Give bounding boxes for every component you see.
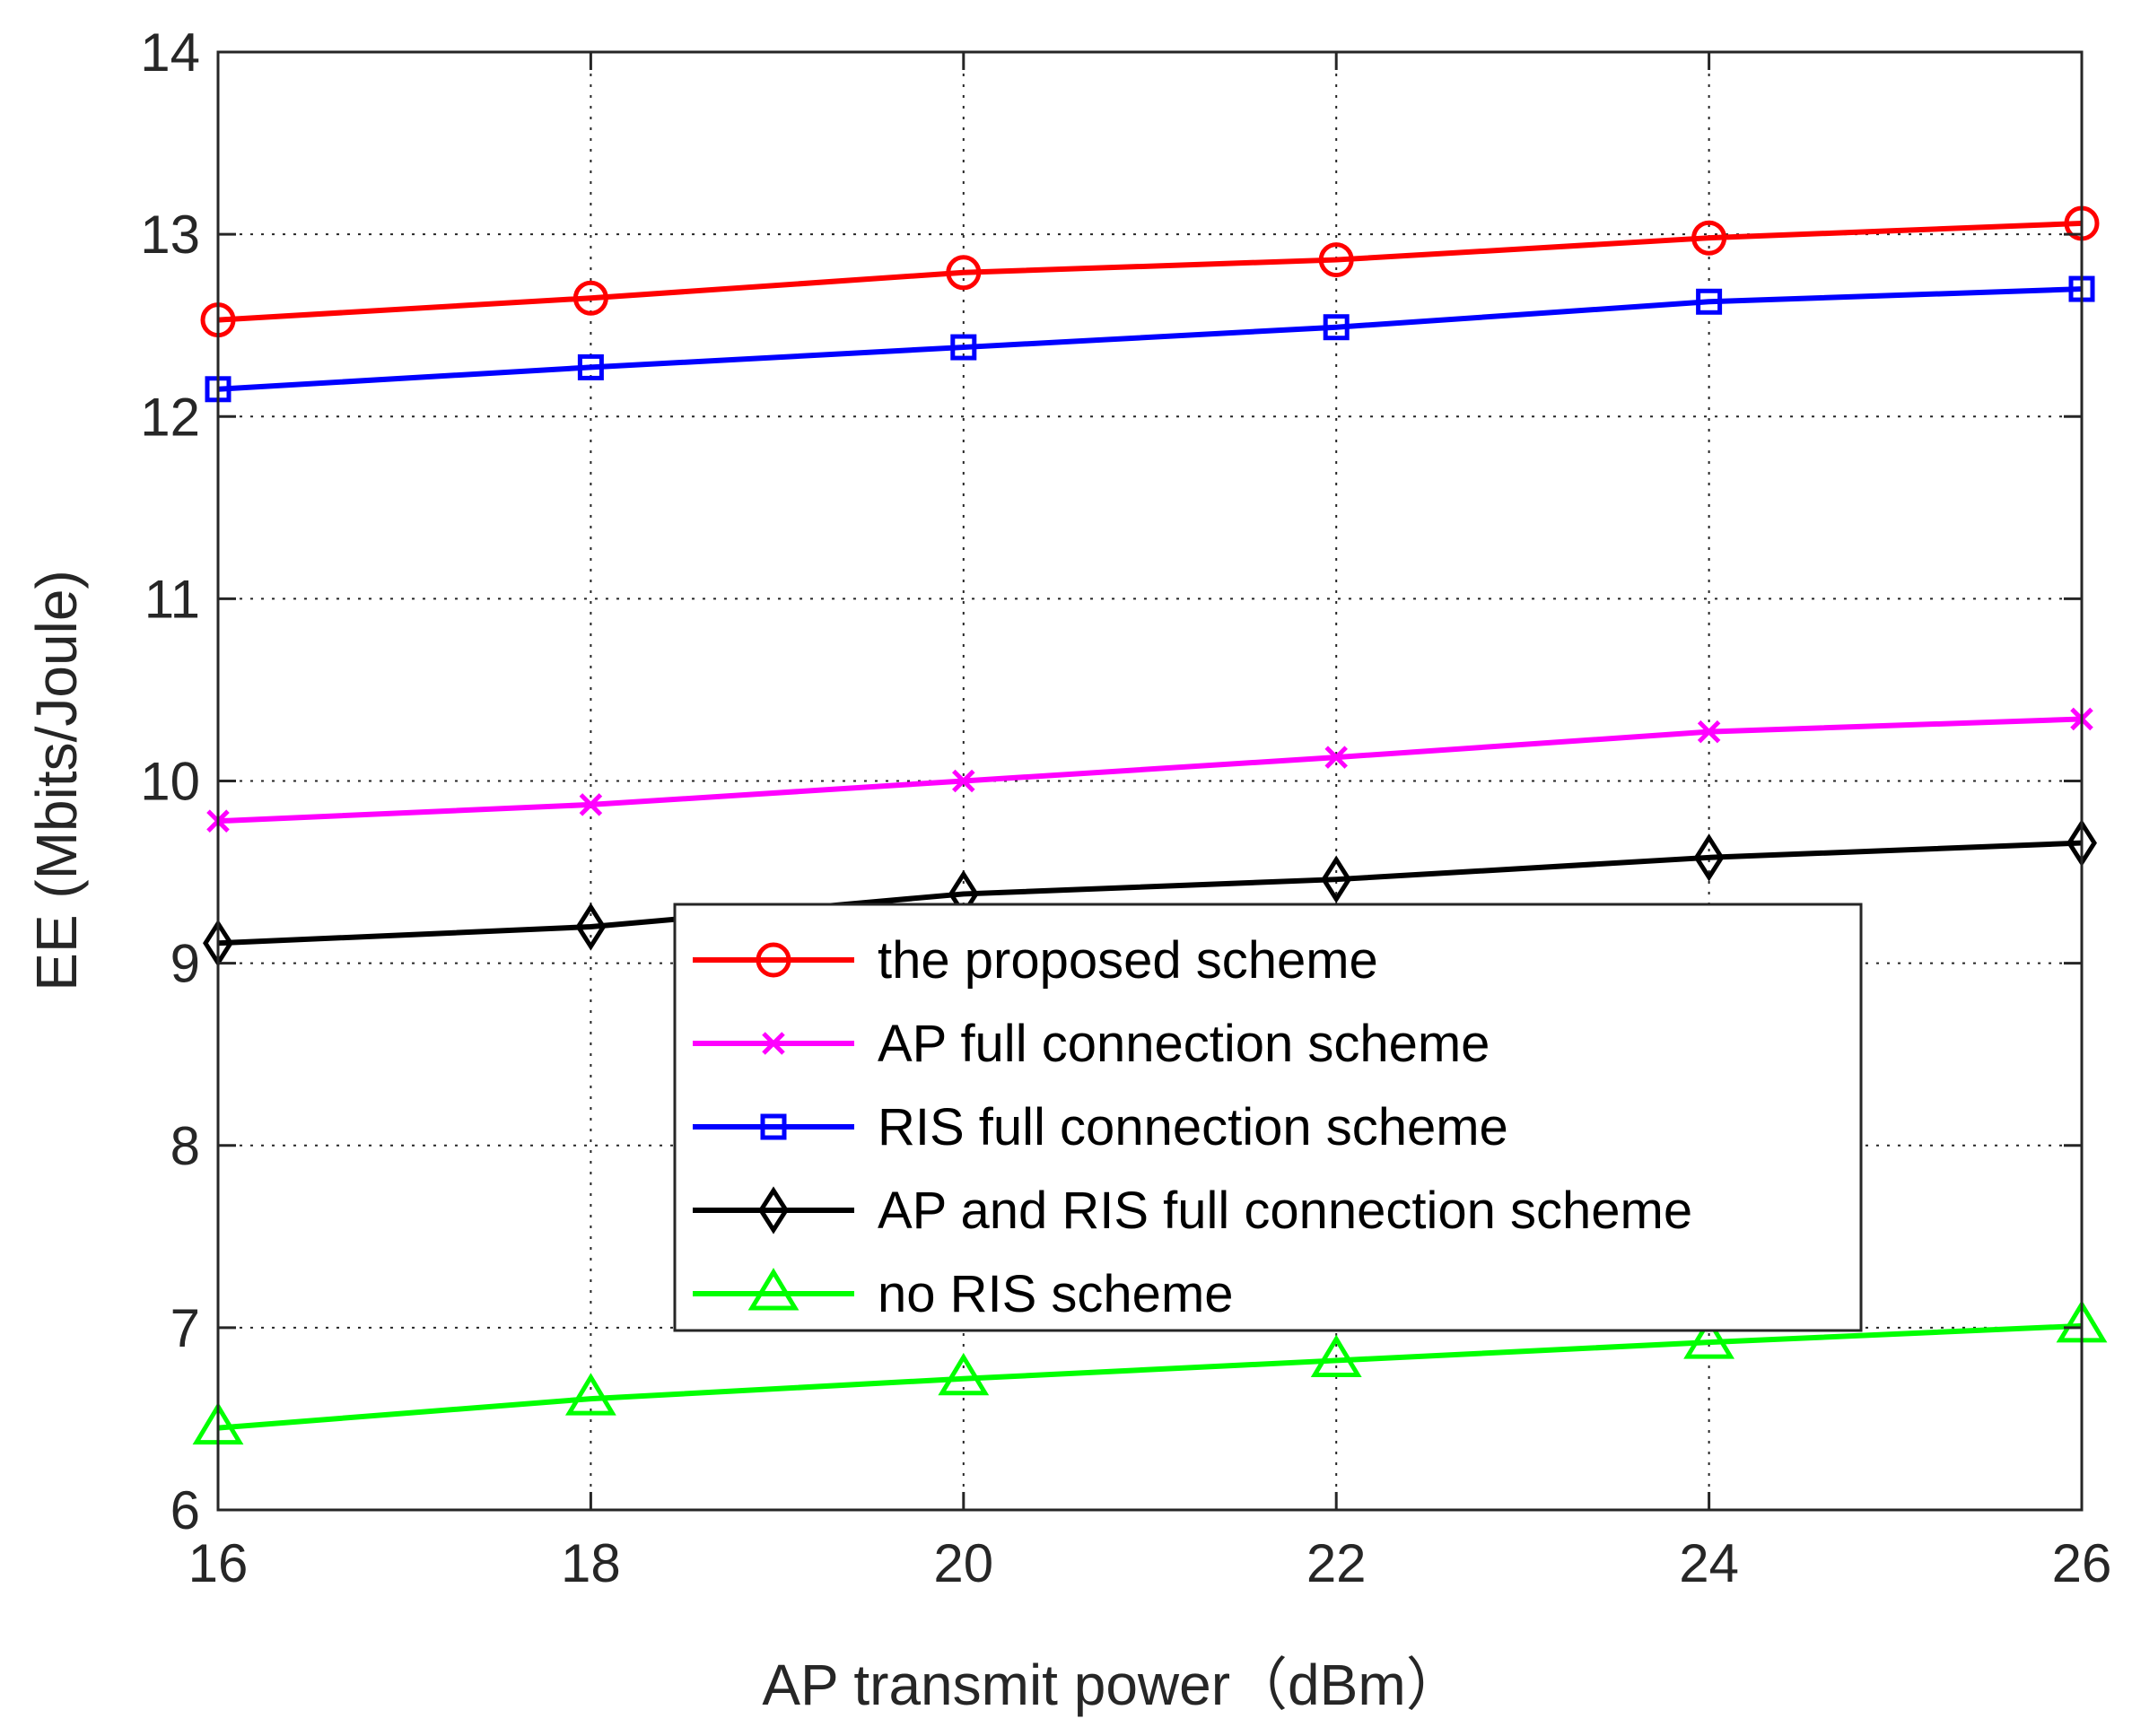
data-point — [577, 353, 604, 380]
x-tick-label: 20 — [933, 1533, 993, 1593]
x-axis-label: AP transmit power（dBm） — [762, 1653, 1463, 1717]
data-point — [1691, 220, 1727, 256]
data-point — [575, 903, 607, 951]
legend-entry: RIS full connection scheme — [693, 1098, 1508, 1156]
data-point — [938, 1352, 990, 1396]
legend: the proposed scheme AP full connection sc… — [673, 903, 1863, 1332]
data-point — [1693, 833, 1725, 882]
data-point — [572, 280, 608, 316]
data-point — [564, 1373, 616, 1416]
legend-label: the proposed scheme — [878, 931, 1378, 990]
legend-swatch-marker — [758, 1186, 789, 1234]
marker-stroke — [952, 769, 975, 793]
x-tick-label: 16 — [188, 1533, 249, 1593]
x-tick-label: 22 — [1306, 1533, 1367, 1593]
legend-label: no RIS scheme — [878, 1265, 1234, 1323]
legend-box — [673, 903, 1863, 1332]
marker-stroke — [579, 793, 603, 816]
data-point — [1310, 1334, 1362, 1377]
x-tick-label: 24 — [1679, 1533, 1739, 1593]
series-line — [217, 716, 2083, 824]
data-point — [1696, 288, 1723, 315]
x-tick-label: 26 — [2052, 1533, 2112, 1593]
series-line — [217, 220, 2083, 323]
y-tick-label: 8 — [170, 1116, 200, 1176]
y-tick-label: 6 — [170, 1480, 200, 1540]
data-point — [1321, 855, 1352, 903]
y-tick-label: 9 — [170, 934, 200, 994]
series-line — [217, 1322, 2083, 1431]
x-tick-label: 18 — [561, 1533, 621, 1593]
marker-stroke — [1697, 720, 1721, 744]
data-point — [950, 334, 977, 361]
marker-stroke — [762, 1032, 785, 1055]
y-tick-label: 13 — [140, 205, 200, 265]
legend-swatch-marker — [762, 1032, 785, 1055]
legend-entry: the proposed scheme — [693, 931, 1378, 990]
y-tick-label: 12 — [140, 387, 200, 447]
legend-entry: AP and RIS full connection scheme — [693, 1182, 1692, 1240]
legend-entry: AP full connection scheme — [693, 1015, 1490, 1073]
data-point — [1318, 242, 1354, 278]
y-tick-label: 7 — [170, 1298, 200, 1358]
data-point — [1323, 314, 1350, 341]
data-point — [579, 793, 603, 816]
legend-entry: no RIS scheme — [693, 1265, 1234, 1323]
legend-label: RIS full connection scheme — [878, 1098, 1508, 1156]
legend-label: AP full connection scheme — [878, 1015, 1490, 1073]
ticks: 16 18 20 22 24 26 6 7 8 9 10 11 12 13 14 — [140, 22, 2111, 1593]
data-point — [1697, 720, 1721, 744]
series-line — [217, 286, 2083, 392]
y-tick-label: 11 — [144, 569, 200, 629]
y-axis-label: EE (Mbits/Joule) — [24, 570, 89, 990]
y-tick-label: 14 — [140, 22, 200, 83]
legend-swatch-marker — [756, 942, 791, 978]
legend-swatch-marker — [747, 1268, 800, 1311]
data-point — [1683, 1316, 1735, 1359]
series-line — [217, 840, 2083, 947]
legend-label: AP and RIS full connection scheme — [878, 1182, 1692, 1240]
data-point — [946, 255, 982, 291]
data-point — [952, 769, 975, 793]
legend-swatch-marker — [760, 1113, 787, 1140]
y-tick-label: 10 — [140, 752, 200, 812]
data-point — [1324, 746, 1348, 769]
marker-stroke — [1324, 746, 1348, 769]
